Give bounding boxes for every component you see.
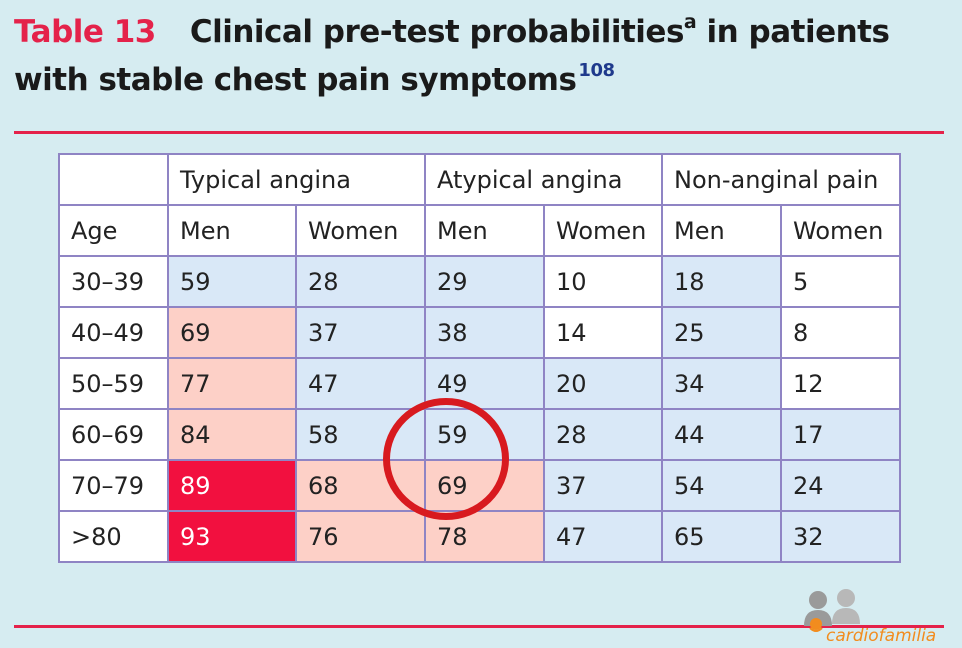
cardiofamilia-logo-icon (804, 589, 860, 632)
bottom-divider (14, 625, 944, 628)
empty-corner-cell (58, 153, 169, 206)
probability-table: Typical angina Atypical angina Non-angin… (58, 153, 901, 563)
value-cell: 69 (167, 306, 297, 359)
value-cell: 54 (661, 459, 782, 512)
value-cell: 32 (780, 510, 901, 563)
value-cell: 28 (543, 408, 663, 461)
header-men: Men (661, 204, 782, 257)
value-cell: 49 (424, 357, 545, 410)
value-cell: 38 (424, 306, 545, 359)
value-cell: 24 (780, 459, 901, 512)
title-line2-text: with stable chest pain symptoms (14, 62, 577, 98)
value-cell: 28 (295, 255, 426, 308)
value-cell: 59 (424, 408, 545, 461)
table-row: 60–69 84 58 59 28 44 17 (58, 408, 901, 461)
value-cell: 59 (167, 255, 297, 308)
header-men: Men (424, 204, 545, 257)
value-cell: 18 (661, 255, 782, 308)
age-cell: >80 (58, 510, 169, 563)
value-cell: 76 (295, 510, 426, 563)
header-men: Men (167, 204, 297, 257)
subheader-row: Age Men Women Men Women Men Women (58, 204, 901, 257)
value-cell: 5 (780, 255, 901, 308)
value-cell: 37 (295, 306, 426, 359)
value-cell: 44 (661, 408, 782, 461)
title-rest-text: in patients (696, 14, 890, 50)
value-cell: 10 (543, 255, 663, 308)
table-number: Table 13 (14, 14, 156, 50)
table-row: >80 93 76 78 47 65 32 (58, 510, 901, 563)
top-divider (14, 131, 944, 134)
group-typical-angina: Typical angina (167, 153, 426, 206)
age-cell: 40–49 (58, 306, 169, 359)
age-cell: 30–39 (58, 255, 169, 308)
group-header-row: Typical angina Atypical angina Non-angin… (58, 153, 901, 206)
value-cell: 20 (543, 357, 663, 410)
value-cell: 84 (167, 408, 297, 461)
table-row: 70–79 89 68 69 37 54 24 (58, 459, 901, 512)
value-cell: 37 (543, 459, 663, 512)
watermark-text: cardiofamilia (826, 626, 937, 646)
title-reference: 108 (578, 60, 615, 81)
value-cell: 89 (167, 459, 297, 512)
value-cell: 78 (424, 510, 545, 563)
value-cell: 69 (424, 459, 545, 512)
header-age: Age (58, 204, 169, 257)
table-row: 40–49 69 37 38 14 25 8 (58, 306, 901, 359)
table-row: 50–59 77 47 49 20 34 12 (58, 357, 901, 410)
group-atypical-angina: Atypical angina (424, 153, 663, 206)
value-cell: 17 (780, 408, 901, 461)
value-cell: 77 (167, 357, 297, 410)
header-women: Women (543, 204, 663, 257)
table-title-line2: with stable chest pain symptoms 108 (14, 60, 615, 98)
value-cell: 8 (780, 306, 901, 359)
table-title: Table 13 Clinical pre-test probabilitiesa… (14, 11, 890, 50)
value-cell: 93 (167, 510, 297, 563)
value-cell: 58 (295, 408, 426, 461)
value-cell: 68 (295, 459, 426, 512)
value-cell: 65 (661, 510, 782, 563)
header-women: Women (780, 204, 901, 257)
value-cell: 25 (661, 306, 782, 359)
value-cell: 14 (543, 306, 663, 359)
age-cell: 60–69 (58, 408, 169, 461)
title-superscript: a (683, 11, 697, 33)
value-cell: 29 (424, 255, 545, 308)
header-women: Women (295, 204, 426, 257)
table-row: 30–39 59 28 29 10 18 5 (58, 255, 901, 308)
value-cell: 12 (780, 357, 901, 410)
value-cell: 47 (295, 357, 426, 410)
value-cell: 47 (543, 510, 663, 563)
title-main-text: Clinical pre-test probabilities (189, 14, 685, 50)
group-non-anginal-pain: Non-anginal pain (661, 153, 901, 206)
value-cell: 34 (661, 357, 782, 410)
age-cell: 70–79 (58, 459, 169, 512)
age-cell: 50–59 (58, 357, 169, 410)
